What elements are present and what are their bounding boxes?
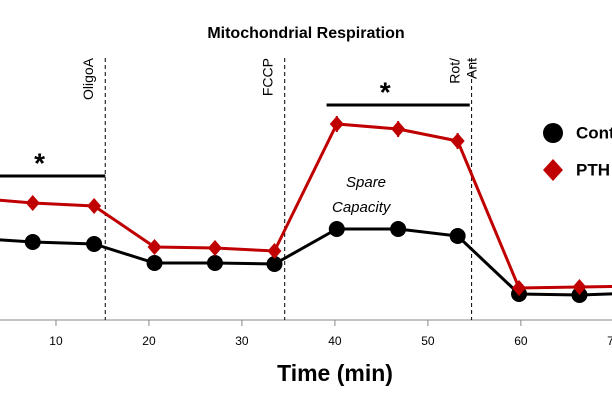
x-tick-label: 60 xyxy=(514,334,528,348)
data-point xyxy=(328,221,345,237)
data-point xyxy=(267,243,282,259)
data-point xyxy=(146,255,163,271)
data-point xyxy=(391,121,406,137)
x-tick-label: 20 xyxy=(142,334,156,348)
chart-title: Mitochondrial Respiration xyxy=(207,25,404,42)
data-point xyxy=(572,279,587,295)
x-tick-label: 70 xyxy=(607,334,612,348)
legend-marker xyxy=(543,159,563,181)
data-point xyxy=(266,256,283,272)
data-point xyxy=(87,198,102,214)
legend-label: PTH xyxy=(576,160,610,179)
event-label: Ant xyxy=(463,58,479,79)
x-tick-label: 10 xyxy=(49,334,63,348)
series-line xyxy=(0,122,612,290)
data-point xyxy=(206,255,223,271)
annotation: Spare xyxy=(346,174,386,191)
data-point xyxy=(329,116,344,132)
data-point xyxy=(390,221,407,237)
event-label: OligoA xyxy=(80,57,96,100)
legend-label: Control xyxy=(576,123,612,142)
data-point xyxy=(25,195,40,211)
x-axis-label: Time (min) xyxy=(277,360,393,386)
x-tick-label: 50 xyxy=(421,334,435,348)
data-point xyxy=(512,280,527,296)
data-point xyxy=(450,133,465,149)
event-label: Rot/ xyxy=(446,58,462,84)
data-point xyxy=(207,240,222,256)
data-point xyxy=(147,239,162,255)
data-point xyxy=(86,236,103,252)
series-line xyxy=(0,227,612,297)
significance-label: * xyxy=(380,76,391,107)
x-tick-label: 30 xyxy=(235,334,249,348)
data-point xyxy=(449,228,466,244)
x-tick-label: 40 xyxy=(328,334,342,348)
data-point xyxy=(24,234,41,250)
annotation: Capacity xyxy=(332,199,392,216)
event-label: FCCP xyxy=(259,58,275,96)
significance-label: * xyxy=(34,147,45,178)
legend-marker xyxy=(543,123,563,143)
